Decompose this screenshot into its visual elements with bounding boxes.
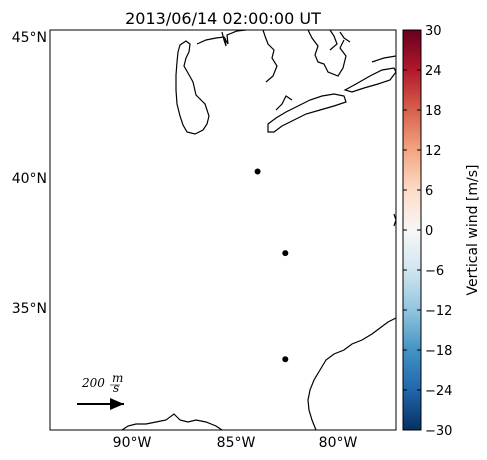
ontario-north-shore xyxy=(371,55,396,63)
lat-label-45n: 45°N xyxy=(12,30,47,46)
michigan-east-shore xyxy=(221,30,278,83)
georgian-bay-shore xyxy=(329,30,351,51)
detroit-river xyxy=(275,95,293,111)
colorbar-ticks: 30 24 18 12 6 0 −6 −12 −18 −24 −30 xyxy=(403,24,452,439)
lake-michigan xyxy=(175,40,210,135)
lat-label-40n: 40°N xyxy=(12,171,47,187)
colorbar-tick-label: −30 xyxy=(425,424,452,439)
colorbar-tick-label: 0 xyxy=(425,224,433,239)
upper-peninsula-shore xyxy=(196,30,247,45)
reference-vector-key: 200 m s xyxy=(77,371,124,410)
lake-ontario xyxy=(343,67,396,93)
reference-vector-unit-num: m xyxy=(112,371,123,385)
lon-label-90w: 90°W xyxy=(113,435,152,451)
colorbar-tick-label: −24 xyxy=(425,384,452,399)
colorbar-tick-label: 12 xyxy=(425,144,442,159)
station-marker-3 xyxy=(282,356,289,363)
station-markers xyxy=(254,168,289,363)
lon-label-85w: 85°W xyxy=(217,435,256,451)
lake-erie xyxy=(267,93,347,133)
reference-vector-unit-den: s xyxy=(113,381,119,395)
lon-label-80w: 80°W xyxy=(319,435,358,451)
map-title: 2013/06/14 02:00:00 UT xyxy=(125,9,321,28)
colorbar-tick-label: 6 xyxy=(425,184,433,199)
colorbar-tick-label: −6 xyxy=(425,264,444,279)
colorbar-tick-label: −18 xyxy=(425,344,452,359)
station-marker-1 xyxy=(254,168,261,175)
lat-label-35n: 35°N xyxy=(12,301,47,317)
atlantic-coast xyxy=(307,317,396,430)
reference-vector-number: 200 xyxy=(81,376,105,390)
gulf-coast xyxy=(121,413,223,430)
delmarva-coast xyxy=(393,213,396,227)
colorbar-tick-label: 24 xyxy=(425,64,442,79)
colorbar-tick-label: 18 xyxy=(425,104,442,119)
station-marker-2 xyxy=(282,250,289,257)
colorbar-tick-label: −12 xyxy=(425,304,452,319)
colorbar-tick-label: 30 xyxy=(425,24,442,39)
lake-huron-shore xyxy=(307,30,347,77)
map-frame xyxy=(49,29,397,431)
colorbar-label: Vertical wind [m/s] xyxy=(465,165,481,296)
coastlines xyxy=(121,30,396,430)
